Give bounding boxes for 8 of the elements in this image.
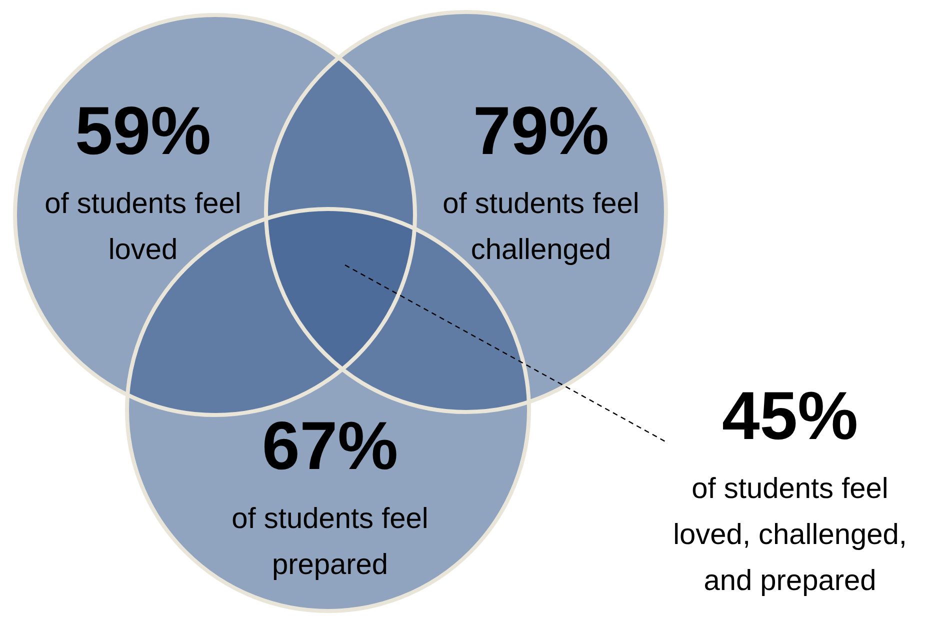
data-label: 79% — [472, 92, 610, 169]
data-label: 45% — [722, 378, 858, 454]
category-label: of students feel loved — [44, 188, 242, 266]
category-label: of students feel challenged — [442, 188, 640, 266]
data-label: 67% — [262, 408, 398, 484]
category-label: of students feel loved, challenged, and prepared — [673, 473, 907, 597]
data-label: 59% — [74, 92, 212, 169]
category-label: of students feel prepared — [232, 503, 428, 581]
